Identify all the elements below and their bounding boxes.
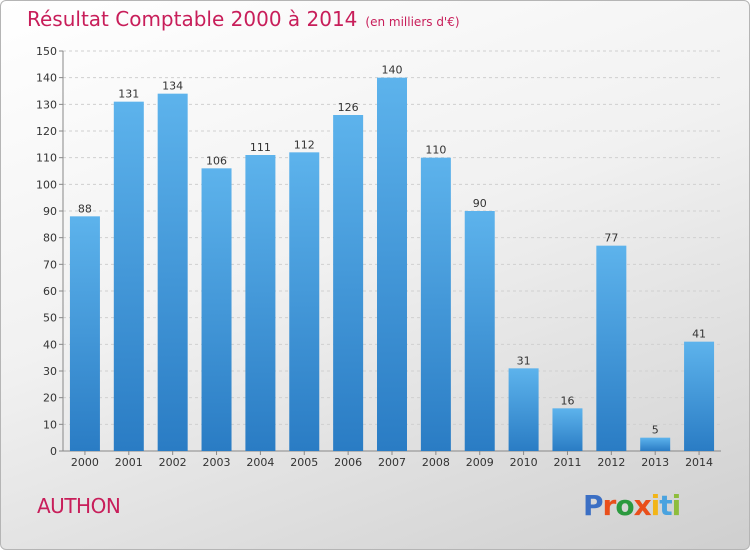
bar [201,168,232,452]
bar-value-label: 88 [78,202,92,215]
y-tick-label: 60 [43,285,57,298]
bar-value-label: 111 [250,141,271,154]
x-tick-label: 2008 [422,456,450,469]
title-text: Résultat Comptable 2000 à 2014 [27,7,358,31]
y-tick-label: 40 [43,338,57,351]
bar-value-label: 131 [118,88,139,101]
bar [464,211,495,451]
bar-value-label: 5 [652,424,659,437]
bar [552,408,583,451]
bar [420,157,451,451]
x-tick-label: 2010 [510,456,538,469]
bar-value-label: 134 [162,80,183,93]
bar-value-label: 126 [338,101,359,114]
bar-value-label: 16 [560,394,574,407]
x-tick-label: 2005 [290,456,318,469]
y-tick-label: 0 [50,445,57,458]
y-tick-label: 50 [43,312,57,325]
bar-value-label: 140 [382,64,403,77]
bar-value-label: 112 [294,138,315,151]
y-tick-label: 130 [36,98,57,111]
chart-title: Résultat Comptable 2000 à 2014 (en millie… [27,7,460,31]
x-tick-label: 2009 [466,456,494,469]
bar [377,77,407,452]
x-tick-label: 2004 [246,456,274,469]
bar [640,437,671,451]
bar [157,93,188,452]
units-label: (en milliers d'€) [365,15,460,29]
bar [69,216,100,451]
x-tick-label: 2012 [597,456,625,469]
bar [113,101,144,452]
proxiti-logo: Proxiti [583,489,681,522]
bar-value-label: 106 [206,154,227,167]
y-tick-label: 80 [43,232,57,245]
x-tick-label: 2006 [334,456,362,469]
bar-value-label: 77 [604,232,618,245]
x-tick-label: 2002 [159,456,187,469]
commune-name: AUTHON [37,494,121,518]
x-tick-label: 2014 [685,456,713,469]
x-tick-label: 2013 [641,456,669,469]
bar-value-label: 31 [517,354,531,367]
y-tick-label: 110 [36,152,57,165]
x-tick-label: 2011 [553,456,581,469]
y-tick-label: 120 [36,125,57,138]
bar-value-label: 41 [692,328,706,341]
y-tick-label: 100 [36,178,57,191]
bar-value-label: 90 [473,197,487,210]
y-tick-label: 30 [43,365,57,378]
y-tick-label: 90 [43,205,57,218]
bar [245,155,276,451]
bar-value-label: 110 [425,144,446,157]
y-tick-label: 20 [43,392,57,405]
y-tick-label: 140 [36,72,57,85]
y-tick-label: 150 [36,45,57,58]
x-tick-label: 2001 [115,456,143,469]
bar [289,152,320,452]
bar [684,341,715,451]
bar [333,115,364,451]
x-tick-label: 2000 [71,456,99,469]
x-tick-label: 2003 [203,456,231,469]
bar [596,245,627,451]
y-tick-label: 10 [43,418,57,431]
x-tick-label: 2007 [378,456,406,469]
y-tick-label: 70 [43,258,57,271]
bar [508,368,539,451]
